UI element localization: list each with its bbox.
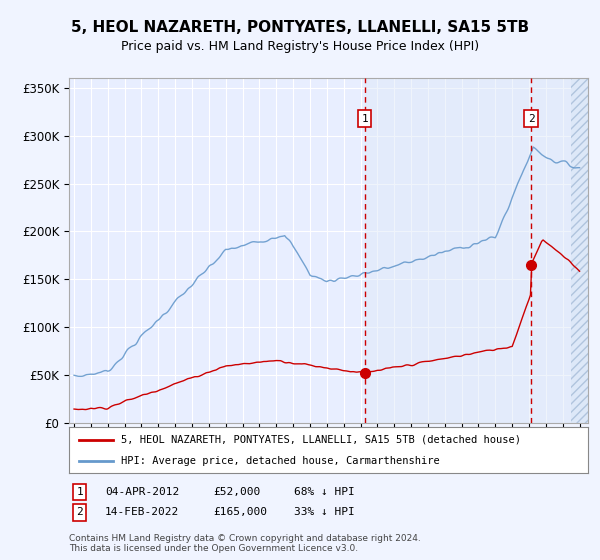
Text: 33% ↓ HPI: 33% ↓ HPI bbox=[294, 507, 355, 517]
Text: Contains HM Land Registry data © Crown copyright and database right 2024.
This d: Contains HM Land Registry data © Crown c… bbox=[69, 534, 421, 553]
Text: 2: 2 bbox=[76, 507, 83, 517]
Text: 1: 1 bbox=[76, 487, 83, 497]
Text: 04-APR-2012: 04-APR-2012 bbox=[105, 487, 179, 497]
Text: 68% ↓ HPI: 68% ↓ HPI bbox=[294, 487, 355, 497]
Text: 1: 1 bbox=[361, 114, 368, 124]
Bar bbox=[365, 78, 571, 423]
Text: £165,000: £165,000 bbox=[213, 507, 267, 517]
Text: 5, HEOL NAZARETH, PONTYATES, LLANELLI, SA15 5TB (detached house): 5, HEOL NAZARETH, PONTYATES, LLANELLI, S… bbox=[121, 435, 521, 445]
Text: 14-FEB-2022: 14-FEB-2022 bbox=[105, 507, 179, 517]
Text: HPI: Average price, detached house, Carmarthenshire: HPI: Average price, detached house, Carm… bbox=[121, 456, 440, 466]
Text: 5, HEOL NAZARETH, PONTYATES, LLANELLI, SA15 5TB: 5, HEOL NAZARETH, PONTYATES, LLANELLI, S… bbox=[71, 20, 529, 35]
Text: 2: 2 bbox=[527, 114, 535, 124]
Text: £52,000: £52,000 bbox=[213, 487, 260, 497]
Text: Price paid vs. HM Land Registry's House Price Index (HPI): Price paid vs. HM Land Registry's House … bbox=[121, 40, 479, 53]
Bar bbox=[571, 78, 590, 423]
